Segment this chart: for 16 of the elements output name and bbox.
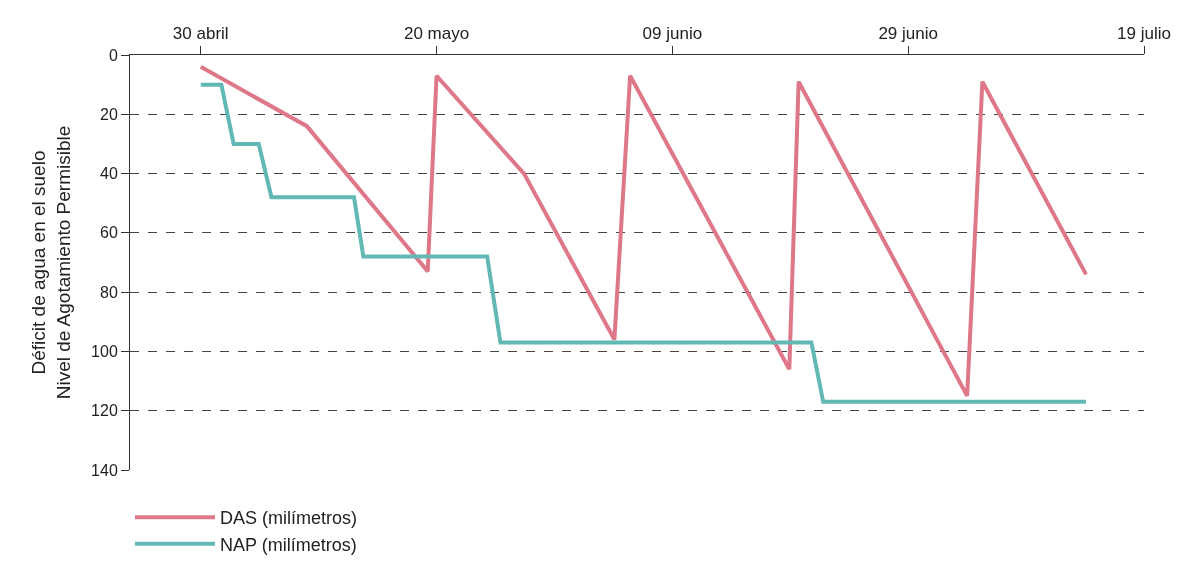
x-tick-label: 30 abril xyxy=(172,24,229,44)
x-tick-label: 09 junio xyxy=(642,24,703,44)
x-tick-label: 29 junio xyxy=(878,24,938,44)
y-axis-title: Déficit de agua en el suelo Nivel de Agotamiento Permisible xyxy=(28,125,74,400)
x-tick-label: 20 mayo xyxy=(403,24,470,44)
y-tick-label: 20 xyxy=(100,105,118,123)
x-tick-label: 19 julio xyxy=(1117,24,1171,44)
y-tick-label: 120 xyxy=(91,402,118,420)
legend-label: NAP (milímetros) xyxy=(220,534,357,555)
legend-label: DAS (milímetros) xyxy=(220,508,358,529)
y-tick-label: 100 xyxy=(91,343,118,361)
y-tick-label: 140 xyxy=(91,461,118,479)
y-tick-label: 0 xyxy=(108,46,118,64)
y-tick-label: 80 xyxy=(100,283,118,301)
y-tick-label: 40 xyxy=(100,165,118,183)
y-tick-label: 60 xyxy=(100,224,118,242)
